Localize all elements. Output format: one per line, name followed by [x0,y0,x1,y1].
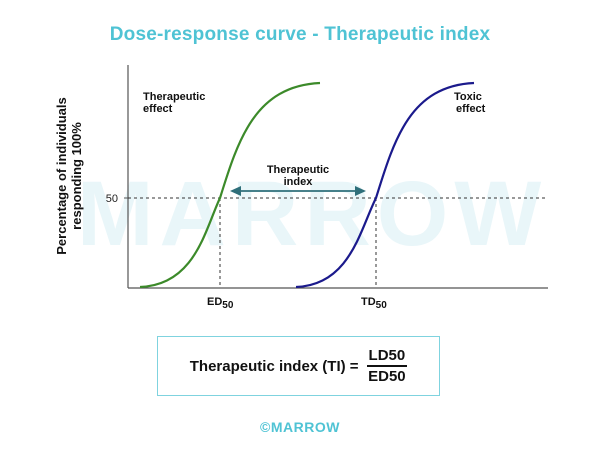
toxic-effect-label-line1: Toxic [454,91,482,103]
y-axis-label-line2: responding 100% [69,122,84,230]
chart-title: Dose-response curve - Therapeutic index [109,24,491,45]
footer-copyright: ©MARROW [260,419,340,435]
formula-denominator: ED50 [368,368,406,385]
therapeutic-effect-curve [139,81,321,289]
therapeutic-index-label-line1: Therapeutic [267,164,329,176]
ed50-label: ED50 [207,296,234,311]
y-axis-label-line1: Percentage of individuals [54,97,69,255]
y-tick-label-50: 50 [106,193,118,205]
therapeutic-effect-label-line1: Therapeutic [143,91,205,103]
td50-subscript: 50 [376,300,388,311]
formula-fraction: LD50 ED50 [366,347,408,385]
watermark: MARROW [77,163,547,265]
formula-text: Therapeutic index (TI) = [189,357,359,375]
therapeutic-index-label-line2: index [284,176,314,188]
arrow-right-head [355,186,366,196]
therapeutic-index-formula-box: Therapeutic index (TI) = LD50 ED50 [157,336,440,396]
td50-main: TD [361,296,376,308]
toxic-effect-label-line2: effect [456,103,486,115]
formula-numerator: LD50 [366,347,408,367]
ed50-main: ED [207,296,222,308]
toxic-effect-curve [295,81,475,289]
therapeutic-effect-label-line2: effect [143,103,173,115]
td50-label: TD50 [361,296,387,311]
ed50-subscript: 50 [222,300,234,311]
arrow-left-head [230,186,241,196]
